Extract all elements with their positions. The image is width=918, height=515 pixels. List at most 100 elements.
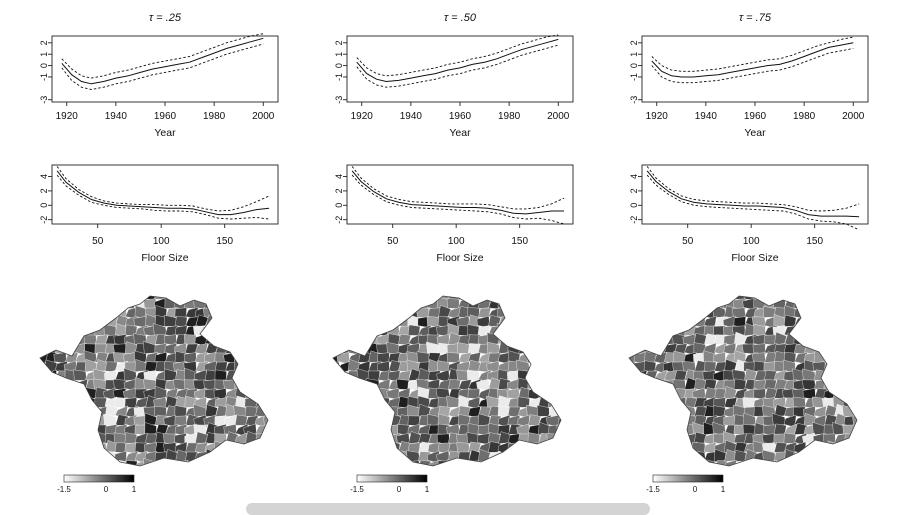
district-cell (74, 457, 88, 466)
district-cell (703, 298, 716, 310)
district-cell (663, 387, 676, 399)
district-cell (72, 296, 88, 302)
district-cell (814, 451, 827, 462)
district-cell (338, 323, 352, 336)
district-cell (516, 296, 530, 301)
district-cell (338, 415, 352, 426)
district-cell (684, 396, 698, 408)
district-cell (377, 297, 391, 311)
district-cell (447, 352, 460, 363)
district-cell (366, 316, 380, 328)
y-tick-label: -2 (39, 216, 49, 224)
district-cell (496, 322, 510, 337)
x-tick-label: 1940 (400, 111, 423, 122)
district-cell (377, 405, 391, 419)
district-cell (488, 296, 502, 302)
district-cell (634, 333, 647, 345)
district-cell (415, 307, 431, 318)
district-cell (397, 424, 410, 435)
district-cell (104, 296, 117, 301)
district-cell (93, 442, 107, 453)
district-cell (467, 324, 480, 336)
y-tick-label: 2 (629, 40, 639, 45)
district-cell (348, 307, 361, 319)
district-cell (53, 316, 67, 328)
colorbar-3: -1.5 0 1 (646, 474, 726, 494)
district-cell (672, 325, 686, 337)
district-cell (244, 406, 258, 417)
colorbar-tick-label: 1 (132, 485, 137, 494)
y-tick-label: -3 (39, 96, 49, 104)
district-cell (235, 316, 249, 328)
district-cell (333, 459, 341, 466)
district-cell (822, 460, 836, 466)
district-cell (264, 431, 268, 444)
district-cell (833, 360, 846, 374)
x-tick-label: 100 (448, 236, 465, 247)
map-outline (332, 295, 562, 467)
district-cell (653, 296, 666, 301)
district-cell (547, 441, 561, 455)
colorbar-gradient (356, 474, 428, 483)
district-map-3 (628, 295, 858, 467)
district-cell (265, 386, 268, 399)
district-cell (633, 314, 647, 328)
district-cell (558, 433, 561, 446)
district-cell (557, 440, 561, 453)
district-cell (45, 433, 58, 445)
district-cell (813, 369, 827, 381)
district-cell (456, 433, 471, 445)
district-cell (378, 314, 392, 327)
chart-title: τ = .50 (444, 12, 477, 24)
district-cell (497, 405, 511, 417)
district-cell (63, 378, 77, 390)
district-cell (333, 334, 342, 345)
district-cell (853, 360, 857, 374)
confidence-band-line (56, 174, 270, 220)
district-cell (377, 307, 391, 319)
district-cell (742, 424, 756, 435)
y-tick-label: 0 (629, 203, 639, 208)
district-cell (547, 324, 560, 338)
district-cell (73, 369, 87, 381)
district-cell (774, 296, 787, 300)
district-cell (335, 387, 351, 399)
district-cell (545, 459, 561, 466)
district-cell (337, 297, 350, 311)
district-cell (338, 315, 352, 327)
district-cell (234, 307, 248, 319)
district-cell (844, 307, 857, 319)
district-cell (629, 430, 636, 445)
district-cell (629, 387, 636, 401)
district-cell (537, 334, 550, 347)
district-cell (346, 325, 360, 337)
district-cell (347, 458, 360, 466)
district-cell (673, 440, 686, 453)
district-cell (654, 424, 667, 436)
district-cell (94, 316, 107, 328)
district-cell (713, 405, 726, 417)
district-cell (629, 370, 636, 383)
district-cell (516, 460, 530, 466)
district-cell (703, 361, 717, 372)
district-cell (629, 415, 638, 427)
district-cell (683, 296, 697, 300)
district-cell (62, 406, 78, 418)
district-cell (333, 423, 342, 435)
district-cell (338, 459, 352, 466)
district-cell (356, 388, 370, 400)
colorbar-tick-label: -1.5 (57, 485, 71, 494)
district-cell (253, 332, 267, 345)
district-cell (653, 396, 667, 408)
district-cell (54, 379, 68, 391)
district-cell (40, 415, 48, 428)
district-cell (215, 333, 228, 347)
district-cell (446, 343, 460, 355)
district-cell (674, 296, 688, 300)
scrollbar-thumb[interactable] (246, 503, 650, 515)
x-tick-label: 1940 (105, 111, 128, 122)
district-cell (853, 370, 857, 382)
district-cell (407, 296, 421, 310)
district-cell (84, 460, 97, 466)
district-cell (556, 314, 561, 327)
